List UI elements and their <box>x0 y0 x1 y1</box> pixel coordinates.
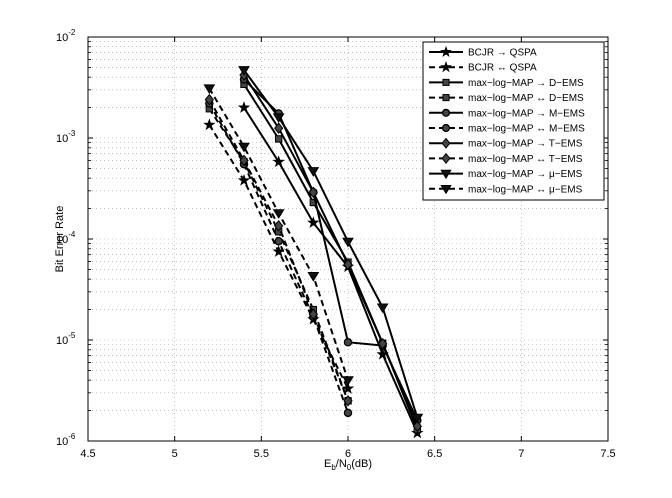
data-point <box>272 155 285 168</box>
data-point <box>341 382 355 394</box>
x-tick-label: 6.5 <box>427 448 442 460</box>
x-tick-label: 6 <box>345 448 351 460</box>
series-6 <box>239 69 422 433</box>
data-point <box>342 237 354 248</box>
data-point <box>342 376 354 386</box>
x-tick-label: 5 <box>172 448 178 460</box>
data-point <box>204 93 214 106</box>
y-tick-label: 10-2 <box>56 28 76 44</box>
legend-entry: BCJR → QSPA <box>468 48 537 59</box>
legend-marker <box>441 152 451 164</box>
y-tick-label: 10-4 <box>56 230 76 246</box>
data-point <box>239 154 249 167</box>
data-point <box>272 113 285 124</box>
legend-entry: BCJR ↔ QSPA <box>468 63 537 74</box>
data-point <box>307 272 320 282</box>
y-axis-label: Bit Error Rate <box>54 206 66 273</box>
data-point <box>238 66 250 76</box>
data-point <box>343 258 353 271</box>
y-tick-label: 10-6 <box>56 432 76 448</box>
data-point <box>237 101 251 113</box>
y-tick-label: 10-3 <box>56 129 76 145</box>
data-point <box>308 186 318 199</box>
legend-marker <box>440 45 452 57</box>
legend-entry: max−log−MAP → D−EMS <box>468 78 584 89</box>
data-point <box>412 420 422 433</box>
axis-ticks: 4.5 5 5.5 6 6.5 7 7.5 10-6 10-5 10-4 10-3 10-2 <box>56 28 616 460</box>
legend-marker <box>440 61 452 73</box>
data-point <box>238 142 250 153</box>
x-tick-label: 5.5 <box>254 448 269 460</box>
data-point <box>272 209 285 219</box>
legend-entry: max−log−MAP ↔ μ−EMS <box>468 184 583 195</box>
data-point <box>274 220 284 232</box>
legend-entry: max−log−MAP ↔ M−EMS <box>468 124 585 135</box>
legend-entry: max−log−MAP ↔ D−EMS <box>468 93 584 104</box>
legend-marker <box>441 137 451 149</box>
series-9 <box>203 84 354 386</box>
x-tick-label: 7.5 <box>600 448 615 460</box>
data-point <box>307 167 320 177</box>
legend-marker <box>440 184 452 195</box>
x-tick-label: 7 <box>518 448 524 460</box>
series-line <box>243 69 419 419</box>
legend: BCJR → QSPA BCJR ↔ QSPA max−log−MAP → D−EM… <box>422 41 605 201</box>
data-point <box>343 408 353 418</box>
data-point <box>307 216 320 228</box>
series-line <box>243 107 419 434</box>
legend-marker <box>442 78 450 86</box>
legend-marker <box>441 123 451 133</box>
series-layer <box>203 66 424 439</box>
legend-marker <box>440 169 452 180</box>
data-point <box>376 303 389 314</box>
legend-entry: max−log−MAP → T−EMS <box>468 139 583 150</box>
data-point <box>203 84 216 95</box>
data-point <box>274 236 283 246</box>
legend-entry: max−log−MAP → M−EMS <box>468 108 585 119</box>
data-point <box>274 122 284 135</box>
legend-marker <box>442 94 450 102</box>
data-point <box>237 173 251 186</box>
x-axis-label: Eb/N0(dB) <box>324 458 372 472</box>
data-point <box>376 347 389 360</box>
legend-entry: max−log−MAP ↔ T−EMS <box>468 154 583 165</box>
data-point <box>274 135 283 143</box>
data-point <box>343 395 353 407</box>
y-tick-label: 10-5 <box>56 331 76 347</box>
series-7 <box>204 93 353 407</box>
x-tick-label: 4.5 <box>80 448 95 460</box>
legend-entry: max−log−MAP → μ−EMS <box>468 169 583 180</box>
data-point <box>378 337 388 350</box>
data-point <box>343 337 353 347</box>
data-point <box>203 118 216 131</box>
series-line <box>243 74 419 427</box>
data-point <box>308 308 318 321</box>
data-point <box>411 413 424 424</box>
legend-marker <box>441 108 451 117</box>
data-point <box>272 245 285 257</box>
series-8 <box>238 66 424 424</box>
